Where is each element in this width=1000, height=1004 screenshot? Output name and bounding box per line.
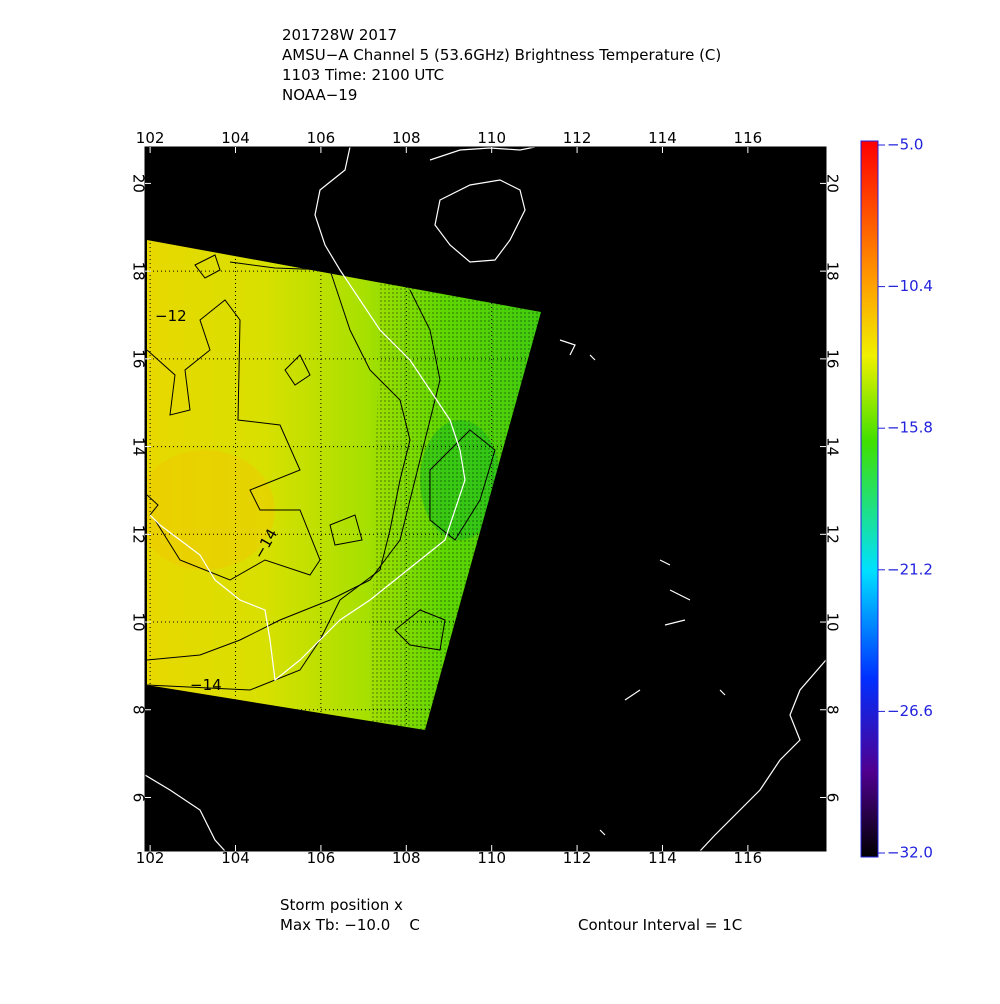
coast-path: [699, 659, 826, 851]
colorbar-tick-label: −32.0: [887, 844, 933, 862]
y-tick-label: 16: [130, 349, 148, 368]
contour: [147, 289, 441, 661]
max-tb: Max Tb: −10.0 C: [280, 916, 420, 934]
x-tick-label: 110: [477, 129, 506, 147]
x-tick-label: 102: [136, 849, 165, 867]
x-tick-label: 114: [648, 129, 677, 147]
colorbar-tick-label: −15.8: [887, 419, 933, 437]
colorbar-tick-label: −21.2: [887, 560, 933, 578]
y-tick-label: 12: [824, 525, 842, 544]
contours: [147, 254, 496, 691]
header-line: AMSU−A Channel 5 (53.6GHz) Brightness Te…: [282, 46, 721, 64]
storm-position: Storm position x: [280, 896, 403, 914]
y-tick-label: 6: [824, 793, 842, 803]
y-tick-label: 14: [130, 437, 148, 456]
y-tick-label: 16: [824, 349, 842, 368]
x-tick-label: 102: [136, 129, 165, 147]
x-tick-label: 116: [734, 849, 763, 867]
header-line: NOAA−19: [282, 86, 357, 104]
colorbar: −5.0 −10.4 −15.8 −21.2 −26.6 −32.0: [860, 136, 933, 862]
contour: [194, 254, 221, 279]
y-tick-label: 8: [824, 705, 842, 715]
x-tick-label: 106: [307, 849, 336, 867]
x-tick-label: 116: [734, 129, 763, 147]
coast-path: [149, 147, 466, 682]
y-tick-label: 18: [824, 262, 842, 281]
coastline: [145, 147, 826, 851]
header-line: 201728W 2017: [282, 26, 397, 44]
colorbar-tick-label: −10.4: [887, 277, 933, 295]
colorbar-tick-label: −26.6: [887, 702, 933, 720]
y-tick-label: 8: [130, 705, 148, 715]
x-tick-label: 114: [648, 849, 677, 867]
contour: [147, 494, 159, 516]
header-line: 1103 Time: 2100 UTC: [282, 66, 444, 84]
y-tick-label: 20: [824, 174, 842, 193]
colorbar-tick-label: −5.0: [887, 136, 923, 154]
contour: [147, 299, 321, 581]
x-tick-label: 104: [221, 129, 250, 147]
warm-region: [147, 450, 275, 570]
y-tick-label: 10: [824, 612, 842, 631]
contour: [329, 514, 363, 546]
y-tick-label: 12: [130, 525, 148, 544]
x-tick-label: 106: [307, 129, 336, 147]
x-tick-label: 112: [563, 849, 592, 867]
colorbar-scale: [860, 140, 879, 858]
contour-label: −12: [155, 307, 187, 325]
contour: [284, 354, 311, 386]
y-tick-label: 14: [824, 437, 842, 456]
x-tick-label: 110: [477, 849, 506, 867]
x-tick-label: 104: [221, 849, 250, 867]
contour: [147, 261, 411, 691]
contour: [429, 429, 496, 541]
header: 201728W 2017 AMSU−A Channel 5 (53.6GHz) B…: [282, 26, 721, 104]
x-tick-label: 108: [392, 849, 421, 867]
stipple: [370, 280, 541, 730]
contour-interval: Contour Interval = 1C: [578, 916, 742, 934]
coast-path: [429, 147, 536, 161]
map-frame: [144, 146, 827, 852]
y-tick-label: 20: [130, 174, 148, 193]
coast-path: [145, 774, 226, 851]
axes: 1021021041041061061081081101101121121141…: [130, 129, 842, 867]
y-tick-label: 10: [130, 612, 148, 631]
y-tick-label: 6: [130, 793, 148, 803]
y-tick-label: 18: [130, 262, 148, 281]
x-tick-label: 108: [392, 129, 421, 147]
contour: [394, 609, 446, 651]
x-tick-label: 112: [563, 129, 592, 147]
hainan: [434, 179, 526, 263]
contour-label: −14: [190, 676, 222, 694]
islands: [559, 339, 726, 836]
